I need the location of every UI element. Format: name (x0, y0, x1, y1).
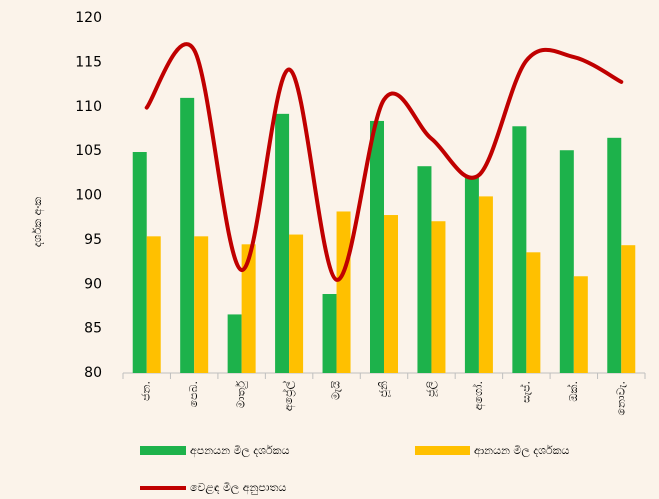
legend-label: අපනයන මිල දර්ශකය (190, 444, 290, 458)
bar (431, 221, 446, 373)
bar (370, 120, 384, 373)
x-tick-label: මාර්තු (235, 381, 248, 408)
x-tick-label: පෙබ. (187, 381, 200, 407)
bar (241, 244, 256, 373)
x-tick-label: ජූලි (424, 380, 438, 397)
x-tick-label: නොවැ. (614, 381, 627, 416)
legend-swatch (140, 446, 186, 455)
y-tick-label: 115 (75, 54, 102, 70)
bar (526, 252, 541, 373)
bar (573, 276, 588, 373)
x-tick-label: ජන. (140, 381, 153, 401)
bar (275, 113, 290, 373)
x-tick-label: ඔක්. (566, 381, 580, 402)
y-tick-label: 95 (84, 232, 102, 248)
bar (146, 236, 161, 373)
y-tick-label: 100 (75, 188, 102, 204)
line (144, 42, 624, 282)
bar (180, 97, 195, 373)
legend-swatch (415, 446, 470, 455)
x-tick-label: ජූනි (377, 381, 390, 398)
bar (132, 152, 147, 373)
y-tick-label: 105 (75, 143, 102, 159)
bar (417, 166, 432, 373)
bar (559, 150, 574, 373)
legend-label: ආනයන මිල දර්ශකය (474, 444, 570, 458)
bar (194, 236, 209, 373)
x-tick-label: අගෝ. (471, 381, 486, 410)
y-tick-label: 110 (75, 99, 102, 115)
y-tick-label: 120 (75, 10, 102, 26)
bar (322, 294, 337, 373)
x-tick-label: අප්‍රේල් (281, 380, 296, 411)
legend-label: වෙළඳ මිල අනුපාතය (190, 481, 286, 495)
y-tick-label: 90 (84, 276, 102, 292)
y-axis-label: දර්ශක අංක (31, 197, 45, 247)
bar (227, 314, 242, 373)
bar (478, 196, 493, 373)
bar (384, 215, 398, 373)
y-tick-label: 85 (84, 321, 102, 337)
bar (621, 245, 636, 373)
bar (512, 126, 527, 374)
x-tick-label: සැප්. (518, 381, 532, 403)
bar (289, 234, 304, 373)
bar (336, 211, 351, 373)
x-tick-label: මැයි (330, 381, 343, 400)
bar (464, 175, 479, 373)
bar (607, 137, 622, 373)
y-tick-label: 80 (84, 365, 102, 381)
